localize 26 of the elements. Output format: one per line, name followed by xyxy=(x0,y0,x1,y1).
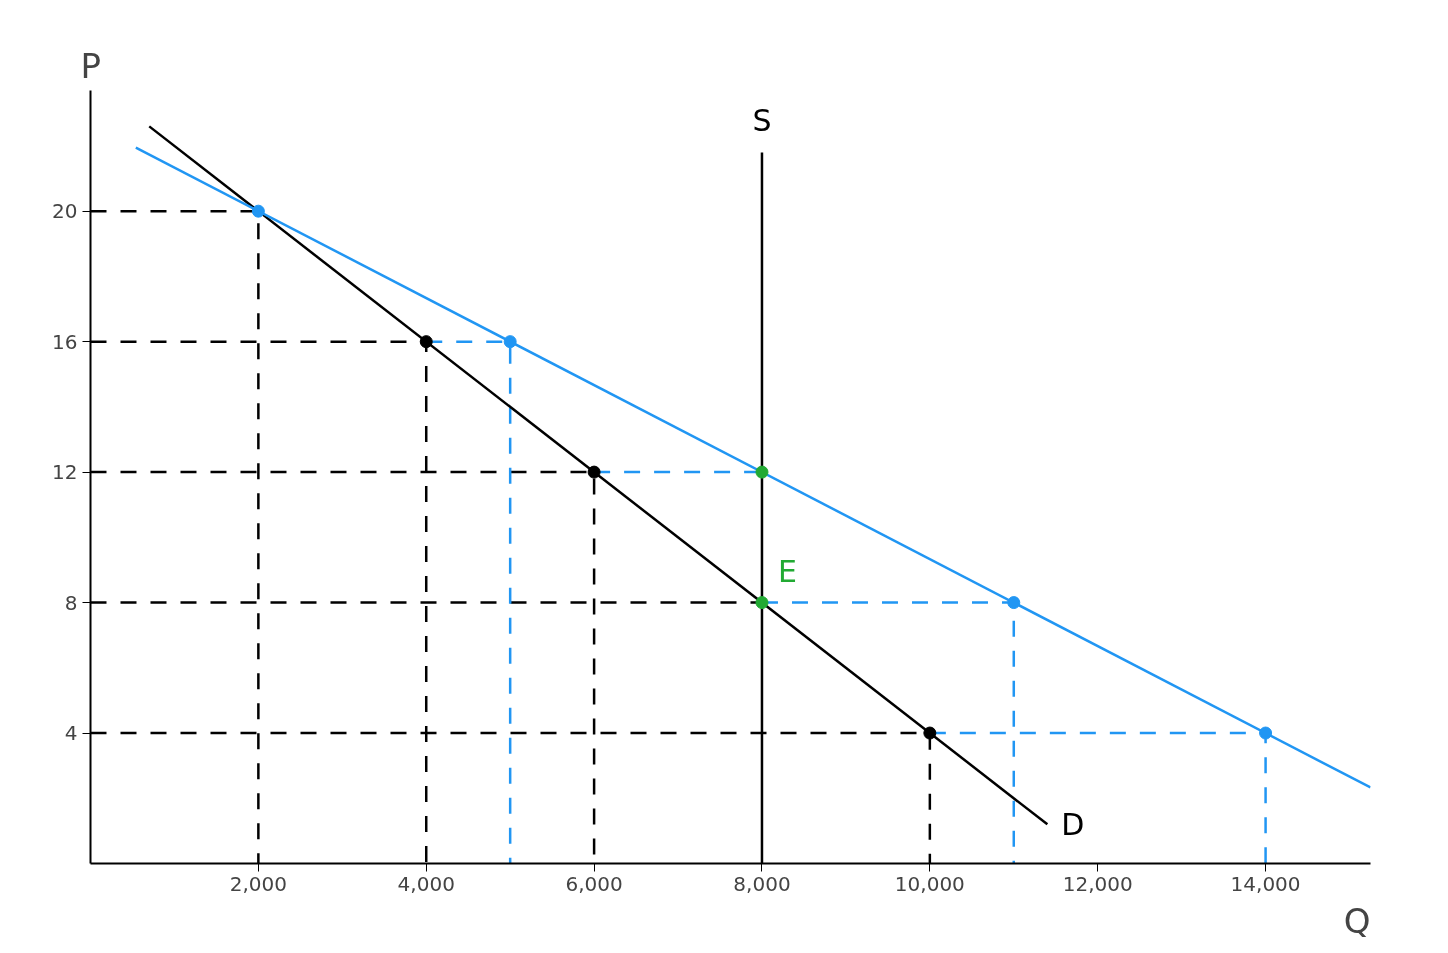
point xyxy=(755,596,769,610)
x-tick-label: 10,000 xyxy=(894,871,965,896)
point xyxy=(755,465,769,479)
point xyxy=(503,335,517,349)
x-tick-label: 14,000 xyxy=(1230,871,1301,896)
x-tick-label: 4,000 xyxy=(397,871,455,896)
series-label: S xyxy=(752,103,772,139)
y-tick-label: 20 xyxy=(52,199,78,224)
x-axis-title: Q xyxy=(1343,900,1371,941)
y-tick-label: 8 xyxy=(64,590,78,615)
y-axis-title: P xyxy=(80,45,102,86)
x-tick-label: 6,000 xyxy=(565,871,623,896)
point xyxy=(1259,726,1273,740)
point xyxy=(251,204,265,218)
x-tick-label: 12,000 xyxy=(1062,871,1133,896)
y-tick-label: 12 xyxy=(52,460,78,485)
point xyxy=(587,465,601,479)
series-label: D xyxy=(1061,806,1085,842)
y-tick-label: 16 xyxy=(52,329,78,354)
y-tick-label: 4 xyxy=(64,721,78,746)
x-tick-label: 2,000 xyxy=(229,871,288,896)
point xyxy=(419,335,433,349)
point xyxy=(1007,596,1021,610)
point xyxy=(923,726,937,740)
x-tick-label: 8,000 xyxy=(733,871,791,896)
annotation: E xyxy=(777,553,797,589)
